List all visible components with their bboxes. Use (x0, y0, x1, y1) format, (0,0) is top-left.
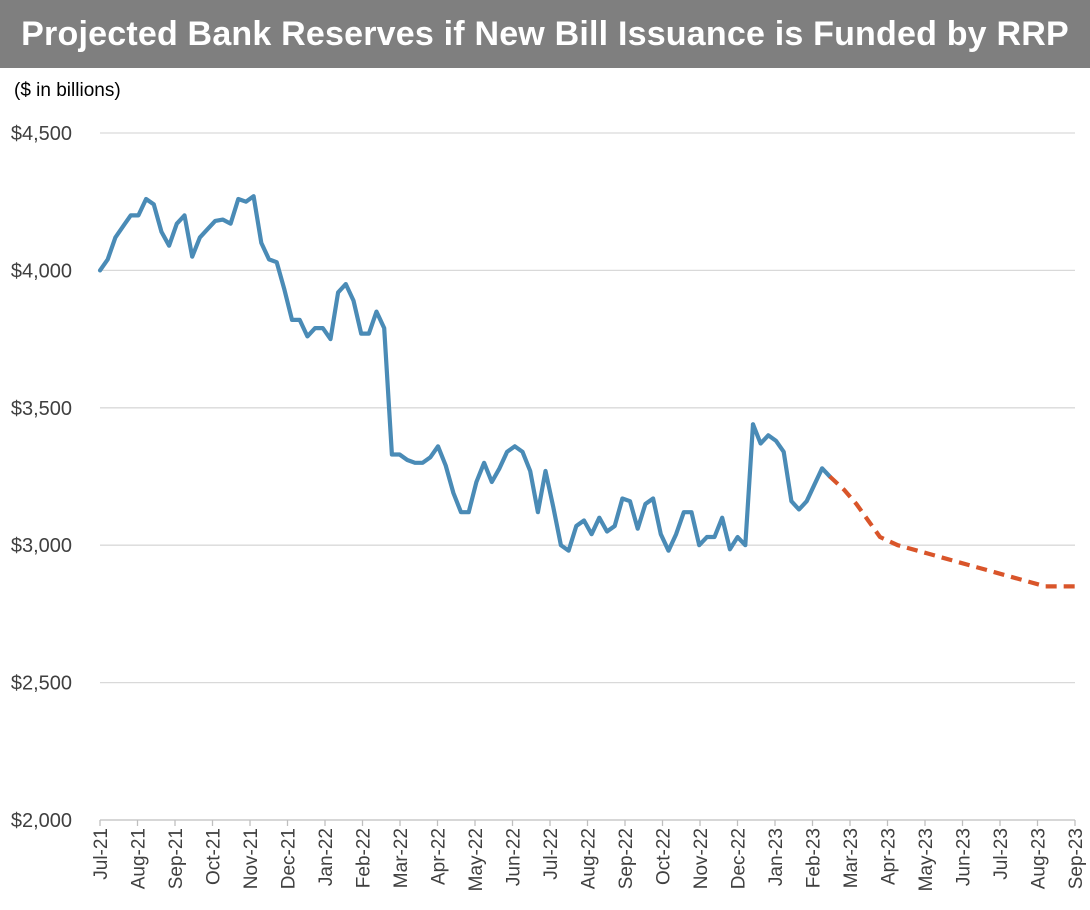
x-tick-label: May-23 (916, 828, 937, 891)
y-tick-labels: $2,000 $2,500 $3,000 $3,500 $4,000 $4,500 (11, 123, 72, 832)
x-tick-label: Aug-21 (129, 828, 150, 889)
x-tick-label: Mar-22 (391, 828, 412, 888)
x-tick-label: May-22 (466, 828, 487, 891)
x-tick-label: Aug-23 (1029, 828, 1050, 889)
projected-reserves-line (828, 474, 1075, 589)
y-tick-label: $2,000 (11, 810, 72, 832)
x-tick-label: Oct-21 (204, 828, 225, 885)
series-lines (97, 194, 1075, 589)
x-tick-label: Apr-22 (429, 828, 450, 885)
x-tick-label: Dec-22 (729, 828, 750, 889)
x-tick-label: Aug-22 (579, 828, 600, 889)
x-tick-label: Jul-21 (91, 828, 112, 880)
x-tick-label: Jul-23 (991, 828, 1012, 880)
x-tick-label: Jul-22 (541, 828, 562, 880)
x-tick-label: Sep-21 (166, 828, 187, 889)
y-tick-label: $4,000 (11, 260, 72, 282)
x-tick-label: Feb-22 (354, 828, 375, 888)
x-tick-labels: Jul-21 Aug-21 Sep-21 Oct-21 Nov-21 Dec-21 Jan-… (91, 820, 1087, 891)
y-tick-label: $3,500 (11, 398, 72, 420)
x-tick-label: Apr-23 (879, 828, 900, 885)
y-tick-label: $2,500 (11, 673, 72, 695)
x-tick-label: Jan-23 (766, 828, 787, 886)
y-tick-label: $4,500 (11, 123, 72, 145)
x-tick-label: Oct-22 (654, 828, 675, 885)
x-tick-label: Sep-23 (1066, 828, 1087, 889)
x-tick-label: Sep-22 (616, 828, 637, 889)
x-tick-label: Dec-21 (279, 828, 300, 889)
x-tick-label: Feb-23 (804, 828, 825, 888)
x-tick-label: Jun-22 (504, 828, 525, 886)
x-tick-label: Mar-23 (841, 828, 862, 888)
y-tick-label: $3,000 (11, 535, 72, 557)
x-tick-label: Nov-22 (691, 828, 712, 889)
unit-label: ($ in billions) (14, 80, 121, 101)
x-tick-label: Jun-23 (954, 828, 975, 886)
x-tick-label: Jan-22 (316, 828, 337, 886)
gridlines (100, 132, 1075, 821)
actual-reserves-line (97, 194, 756, 553)
x-tick-label: Nov-21 (241, 828, 262, 889)
chart-title: Projected Bank Reserves if New Bill Issu… (0, 0, 1090, 68)
actual-reserves-line (750, 422, 832, 512)
